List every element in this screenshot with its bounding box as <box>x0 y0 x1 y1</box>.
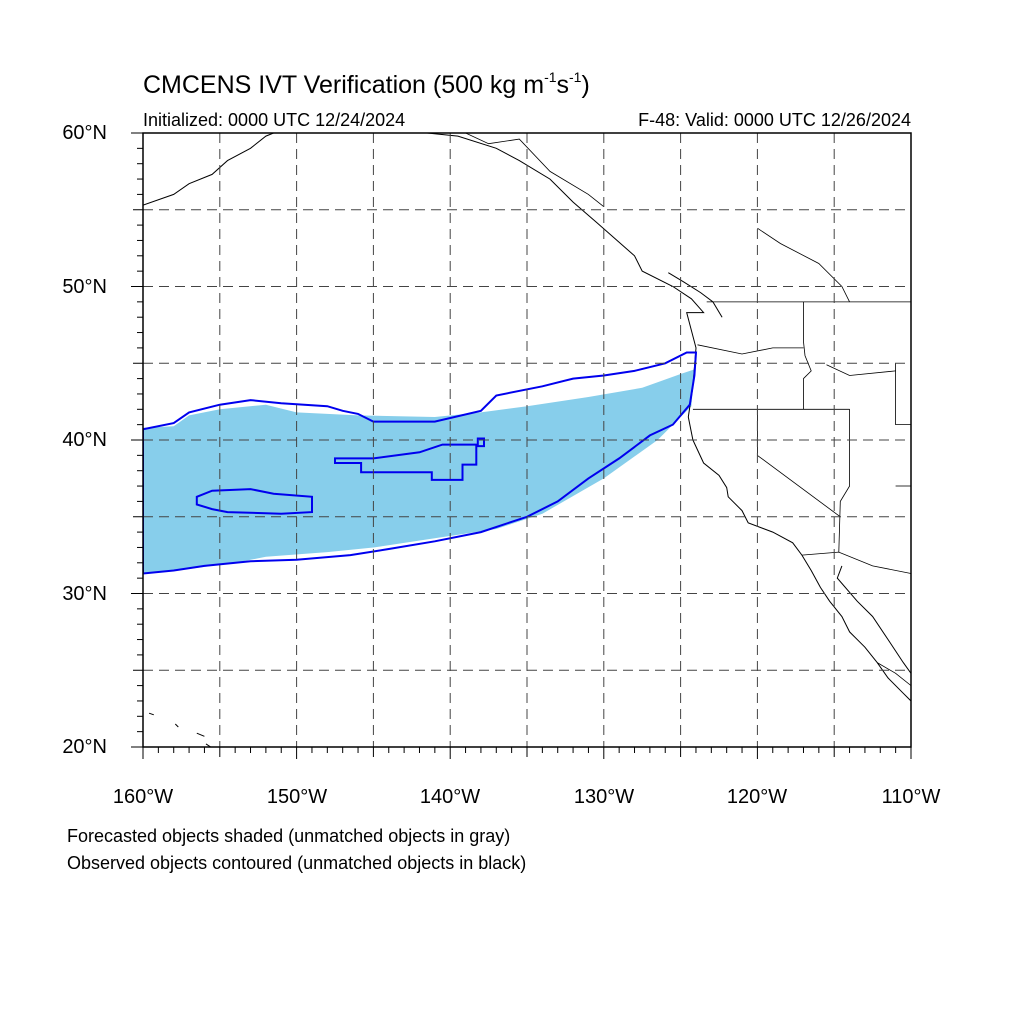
initialized-time: Initialized: 0000 UTC 12/24/2024 <box>143 110 406 130</box>
coastline <box>143 133 274 206</box>
plot-frame <box>142 132 912 748</box>
political-border <box>757 409 841 518</box>
lon-label-110w: 110°W <box>881 786 941 808</box>
political-border <box>801 551 911 574</box>
coastline-layer <box>143 133 911 747</box>
footnote-observed: Observed objects contoured (unmatched ob… <box>67 853 527 873</box>
political-border <box>876 662 911 686</box>
grid-lines <box>143 133 911 747</box>
observed-object-layer <box>143 351 698 575</box>
title-exponent-s: -1 <box>569 69 582 85</box>
title-text: CMCENS IVT Verification (500 kg m <box>143 71 545 99</box>
political-border <box>697 344 804 355</box>
coastline <box>668 272 723 318</box>
valid-time: F-48: Valid: 0000 UTC 12/26/2024 <box>638 110 911 130</box>
political-border <box>838 409 850 553</box>
political-border <box>803 301 812 410</box>
title-close-paren: ) <box>581 71 590 99</box>
lon-label-150w: 150°W <box>266 786 328 808</box>
political-border <box>826 364 896 376</box>
title-exponent-m: -1 <box>544 69 557 85</box>
lon-label-120w: 120°W <box>726 786 788 808</box>
lat-label-20n: 20°N <box>62 736 107 758</box>
lon-label-140w: 140°W <box>419 786 481 808</box>
coastline <box>692 439 911 702</box>
coastline <box>196 732 205 737</box>
observed-ivt-contour-inner-north <box>334 437 485 481</box>
chart-title: CMCENS IVT Verification (500 kg m-1s-1) <box>143 69 590 100</box>
lat-label-60n: 60°N <box>62 122 107 144</box>
political-border <box>757 227 850 303</box>
lat-label-50n: 50°N <box>62 276 107 298</box>
border-layer <box>465 133 911 686</box>
footnote-forecast: Forecasted objects shaded (unmatched obj… <box>67 826 511 846</box>
coastline <box>205 743 212 747</box>
political-border <box>465 133 605 208</box>
lat-label-40n: 40°N <box>62 429 107 451</box>
lon-label-160w: 160°W <box>112 786 174 808</box>
title-unit-s: s <box>556 71 570 99</box>
lat-label-30n: 30°N <box>62 583 107 605</box>
tick-marks <box>131 132 912 759</box>
lon-label-130w: 130°W <box>573 786 635 808</box>
coastline <box>836 565 911 674</box>
coastline <box>174 723 179 728</box>
political-border <box>895 363 911 425</box>
observed-ivt-contour-inner-west <box>195 488 313 515</box>
coastline <box>148 712 154 716</box>
observed-ivt-contour <box>143 351 698 575</box>
